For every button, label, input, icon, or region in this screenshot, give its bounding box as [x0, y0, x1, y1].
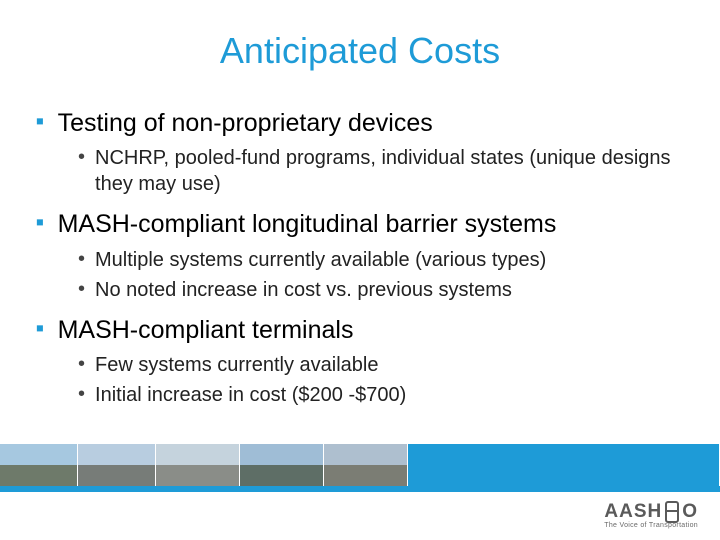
bullet-text-lvl1: Testing of non-proprietary devices: [58, 108, 684, 139]
bullet-marker-lvl1: ■: [36, 315, 44, 336]
bullet-lvl1: ■ MASH-compliant terminals: [36, 315, 684, 346]
bullet-text-lvl1: MASH-compliant terminals: [58, 315, 684, 346]
bullet-text-lvl1: MASH-compliant longitudinal barrier syst…: [58, 209, 684, 240]
footer-strip-photo: [240, 444, 324, 486]
aashto-logo-suffix: O: [682, 501, 698, 523]
footer-strip-photo: [156, 444, 240, 486]
bullet-lvl2: • Few systems currently available: [78, 352, 684, 378]
bullet-text-lvl2: Multiple systems currently available (va…: [95, 247, 684, 273]
bullet-lvl2: • NCHRP, pooled-fund programs, individual…: [78, 145, 684, 197]
bullet-text-lvl2: Few systems currently available: [95, 352, 684, 378]
footer-strip-photo: [324, 444, 408, 486]
footer-strip-photo: [78, 444, 156, 486]
aashto-tagline: The Voice of Transportation: [604, 522, 698, 529]
slide-footer: AASH O The Voice of Transportation: [0, 444, 720, 540]
bullet-marker-lvl1: ■: [36, 209, 44, 230]
footer-image-strip: [0, 444, 720, 486]
aashto-logo-highway-icon: [663, 500, 681, 524]
bullet-lvl1: ■ Testing of non-proprietary devices: [36, 108, 684, 139]
bullet-marker-lvl2: •: [78, 352, 85, 377]
bullet-text-lvl2: Initial increase in cost ($200 -$700): [95, 382, 684, 408]
bullet-text-lvl2: No noted increase in cost vs. previous s…: [95, 277, 684, 303]
bullet-marker-lvl2: •: [78, 277, 85, 302]
aashto-logo-prefix: AASH: [604, 501, 662, 523]
slide: Anticipated Costs ■ Testing of non-propri…: [0, 0, 720, 540]
footer-strip-photo: [0, 444, 78, 486]
footer-strip-photo: [408, 444, 720, 486]
bullet-marker-lvl1: ■: [36, 108, 44, 129]
footer-logo-row: AASH O The Voice of Transportation: [0, 492, 720, 540]
bullet-lvl2: • No noted increase in cost vs. previous …: [78, 277, 684, 303]
bullet-lvl2: • Initial increase in cost ($200 -$700): [78, 382, 684, 408]
slide-title: Anticipated Costs: [0, 0, 720, 72]
aashto-logo: AASH O: [604, 500, 698, 524]
bullet-text-lvl2: NCHRP, pooled-fund programs, individual …: [95, 145, 684, 197]
bullet-marker-lvl2: •: [78, 145, 85, 170]
bullet-marker-lvl2: •: [78, 247, 85, 272]
bullet-lvl1: ■ MASH-compliant longitudinal barrier sys…: [36, 209, 684, 240]
slide-content: ■ Testing of non-proprietary devices • NCHR…: [36, 108, 684, 412]
bullet-marker-lvl2: •: [78, 382, 85, 407]
bullet-lvl2: • Multiple systems currently available (v…: [78, 247, 684, 273]
